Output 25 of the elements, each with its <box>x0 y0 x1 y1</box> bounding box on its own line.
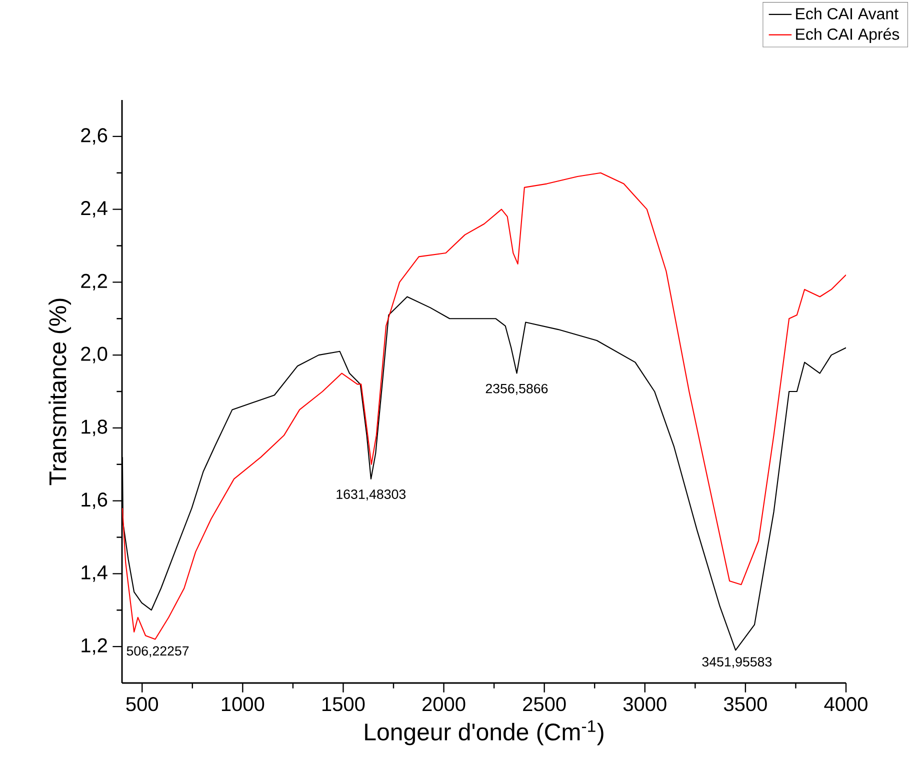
y-tick-label: 1,4 <box>82 566 108 582</box>
y-tick-label: 2,6 <box>81 128 108 145</box>
legend-label: Ech CAI Avant <box>796 8 898 20</box>
y-tick-label: 2,4 <box>81 201 108 218</box>
annotation: 1631,48303 <box>336 490 406 501</box>
y-tick-label: 1,6 <box>82 492 108 510</box>
line-series <box>122 172 846 640</box>
y-tick-label: 1,2 <box>82 638 107 655</box>
x-tick-label: 1000 <box>222 697 264 712</box>
x-tick-label: 3000 <box>623 697 666 712</box>
x-tick-label: 2500 <box>523 697 566 712</box>
annotation: 2356,5866 <box>486 384 548 395</box>
y-tick-label: 2,0 <box>81 346 108 364</box>
y-tick-label: 1,8 <box>82 420 108 436</box>
legend-label: Ech CAI Aprés <box>796 28 900 44</box>
annotation: 506,22257 <box>126 646 189 658</box>
x-tick-label: 4000 <box>824 697 868 712</box>
y-axis-title: Transmitance (%) <box>48 298 72 486</box>
x-tick-label: 2000 <box>422 697 466 712</box>
annotation: 3451,95583 <box>702 657 772 668</box>
x-axis-title: Longeur d'onde (Cm$^{-1}$) <box>365 720 604 746</box>
x-tick-label: 3500 <box>724 697 767 712</box>
x-tick-label: 500 <box>126 697 158 712</box>
x-tick-label: 1500 <box>322 697 365 712</box>
y-tick-label: 2,2 <box>81 274 107 290</box>
